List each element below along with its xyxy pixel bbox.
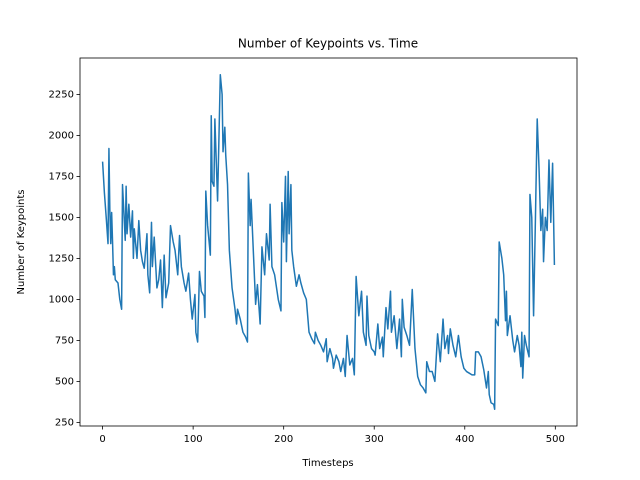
y-tick-label: 1250	[49, 253, 74, 264]
y-tick-label: 1000	[49, 294, 74, 305]
y-tick-label: 500	[55, 376, 74, 387]
data-line	[101, 73, 556, 411]
y-tick-label: 1500	[49, 212, 74, 223]
x-tick-label: 500	[546, 434, 565, 445]
y-tick-label: 2000	[49, 130, 74, 141]
x-tick-label: 100	[184, 434, 203, 445]
x-tick-label: 400	[455, 434, 474, 445]
x-tick-label: 300	[365, 434, 384, 445]
y-tick-label: 250	[55, 417, 74, 428]
x-tick-label: 0	[99, 434, 105, 445]
axes-frame	[79, 57, 578, 427]
x-axis-label: Timesteps	[301, 458, 353, 469]
x-tick-label: 200	[274, 434, 293, 445]
y-tick-label: 1750	[49, 171, 74, 182]
y-tick-label: 2250	[49, 89, 74, 100]
y-tick-label: 750	[55, 335, 74, 346]
chart-title: Number of Keypoints vs. Time	[238, 37, 418, 51]
y-axis-label: Number of Keypoints	[16, 189, 27, 294]
